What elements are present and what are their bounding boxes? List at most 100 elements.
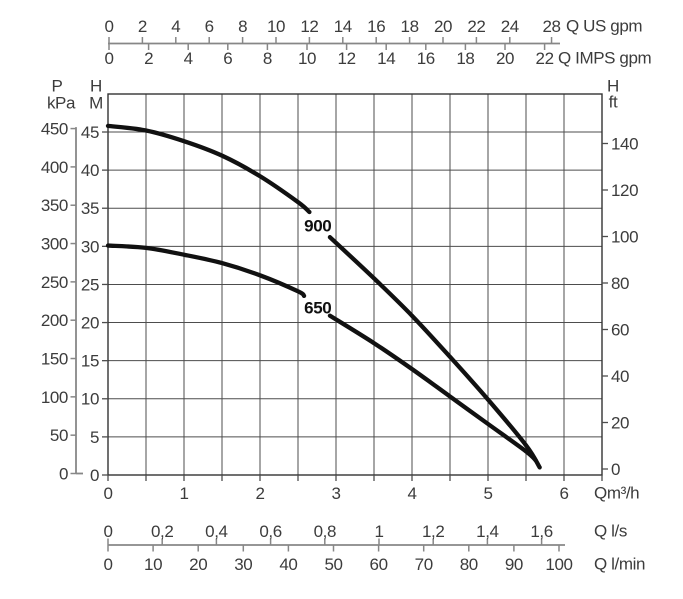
ft-tick-label: 20 (611, 413, 629, 432)
ft-tick-label: 40 (611, 367, 629, 386)
m3h-tick-label: 4 (407, 484, 416, 503)
flow-unit-m3h: Qm³/h (594, 483, 640, 503)
ls-tick-label: 1 (374, 522, 383, 541)
imps-gpm-tick-label: 8 (263, 49, 272, 68)
kpa-tick-label: 200 (41, 311, 68, 330)
curve-label-650: 650 (304, 298, 331, 317)
us-gpm-tick-label: 10 (267, 17, 285, 36)
kpa-tick-label: 250 (41, 273, 68, 292)
us-gpm-tick-label: 12 (300, 17, 318, 36)
head-axis-letter-right: H (607, 76, 619, 96)
lmin-tick-label: 100 (545, 555, 572, 574)
pump-curve-650 (105, 243, 307, 299)
m-tick-label: 30 (81, 237, 99, 256)
imps-gpm-tick-label: 6 (223, 49, 232, 68)
curve-label-900: 900 (304, 217, 331, 236)
ls-tick-label: 0 (103, 522, 112, 541)
ls-tick-label: 1,4 (476, 522, 498, 541)
us-gpm-tick-label: 8 (238, 17, 247, 36)
us-gpm-tick-label: 14 (334, 17, 352, 36)
grid (107, 94, 603, 476)
m-tick-label: 5 (90, 428, 99, 447)
ls-tick-label: 0,6 (259, 522, 281, 541)
lmin-tick-label: 60 (370, 555, 388, 574)
ft-tick-label: 120 (611, 181, 638, 200)
imps-gpm-tick-label: 10 (298, 49, 316, 68)
ft-tick-label: 100 (611, 227, 638, 246)
m-tick-label: 45 (81, 123, 99, 142)
m3h-tick-label: 6 (559, 484, 568, 503)
pump-curves (105, 123, 542, 470)
ls-tick-label: 1,2 (422, 522, 444, 541)
m-tick-label: 0 (90, 466, 99, 485)
bottom-ls-lmin-axis: 0 0,2 0,4 0,6 0,8 1 1,2 1,4 1,6 0 10 20 30 40 50 60 70 80… (103, 522, 573, 574)
lmin-tick-label: 40 (279, 555, 297, 574)
m-tick-label: 20 (81, 314, 99, 333)
us-gpm-tick-label: 20 (434, 17, 452, 36)
ft-tick-label: 60 (611, 320, 629, 339)
imps-gpm-tick-label: 0 (104, 49, 113, 68)
head-m-axis: 45 40 35 30 25 20 15 10 5 0 (81, 123, 108, 485)
pump-curve-900 (105, 123, 312, 215)
lmin-tick-label: 30 (234, 555, 252, 574)
us-gpm-tick-label: 22 (467, 17, 485, 36)
kpa-tick-label: 0 (59, 464, 68, 483)
lmin-tick-label: 70 (415, 555, 433, 574)
imps-gpm-tick-label: 22 (536, 49, 554, 68)
imps-gpm-tick-label: 4 (184, 49, 193, 68)
pump-curve-650 (327, 313, 539, 463)
us-gpm-tick-label: 16 (367, 17, 385, 36)
imps-gpm-tick-label: 14 (377, 49, 395, 68)
m3h-tick-label: 5 (483, 484, 492, 503)
m-tick-label: 25 (81, 275, 99, 294)
pressure-kpa-axis: 450 400 350 300 250 200 150 100 50 0 (41, 120, 83, 483)
us-gpm-tick-label: 6 (205, 17, 214, 36)
kpa-tick-label: 100 (41, 388, 68, 407)
us-gpm-tick-label: 4 (171, 17, 180, 36)
imps-gpm-tick-label: 2 (144, 49, 153, 68)
pressure-axis-unit: kPa (46, 93, 76, 113)
ls-tick-label: 0,4 (205, 522, 227, 541)
ft-tick-label: 140 (611, 134, 638, 153)
ls-tick-label: 0,8 (314, 522, 336, 541)
flow-unit-lmin: Q l/min (594, 554, 646, 574)
lmin-tick-label: 50 (324, 555, 342, 574)
flow-unit-imps-gpm: Q IMPS gpm (558, 48, 652, 68)
pressure-axis-letter: P (51, 76, 63, 96)
kpa-tick-label: 300 (41, 235, 68, 254)
lmin-tick-label: 80 (460, 555, 478, 574)
m-tick-label: 40 (81, 161, 99, 180)
head-ft-axis: 140 120 100 80 60 40 20 0 (602, 134, 639, 479)
kpa-tick-label: 50 (50, 426, 68, 445)
us-gpm-tick-label: 0 (104, 17, 113, 36)
lmin-tick-label: 10 (144, 555, 162, 574)
lmin-tick-label: 0 (103, 555, 112, 574)
head-axis-letter-left: H (90, 76, 102, 96)
us-gpm-tick-label: 24 (501, 17, 519, 36)
imps-gpm-tick-label: 18 (456, 49, 474, 68)
imps-gpm-tick-label: 20 (496, 49, 514, 68)
ls-tick-label: 0,2 (151, 522, 173, 541)
ft-tick-label: 80 (611, 274, 629, 293)
flow-unit-ls: Q l/s (594, 521, 627, 541)
m-tick-label: 10 (81, 390, 99, 409)
us-gpm-tick-label: 18 (401, 17, 419, 36)
m-tick-label: 15 (81, 352, 99, 371)
head-axis-unit-ft: ft (608, 92, 618, 112)
us-gpm-tick-label: 2 (138, 17, 147, 36)
top-gpm-axis: 0 2 4 6 8 10 12 14 16 18 20 22 24 280 2 4 6 8 10 12 14 16 18 20… (104, 17, 561, 68)
imps-gpm-tick-label: 16 (417, 49, 435, 68)
ls-tick-label: 1,6 (530, 522, 552, 541)
head-axis-unit-m: M (89, 93, 103, 113)
m3h-tick-label: 0 (103, 484, 112, 503)
kpa-tick-label: 400 (41, 158, 68, 177)
flow-unit-us-gpm: Q US gpm (566, 16, 643, 36)
kpa-tick-label: 350 (41, 196, 68, 215)
m3h-tick-label: 3 (331, 484, 340, 503)
kpa-tick-label: 150 (41, 349, 68, 368)
pump-curve-900 (327, 235, 542, 470)
lmin-tick-label: 90 (505, 555, 523, 574)
lmin-tick-label: 20 (189, 555, 207, 574)
